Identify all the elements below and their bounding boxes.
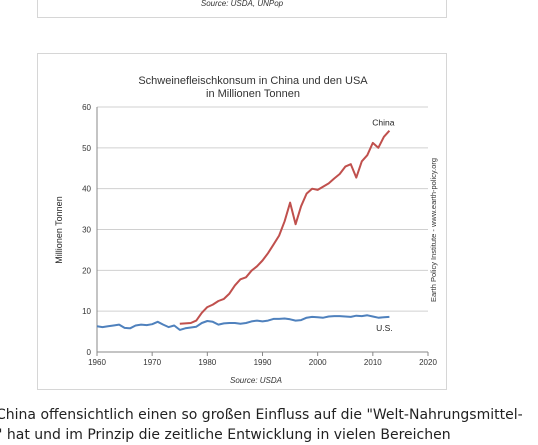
series-line-china [179, 130, 391, 325]
y-tick-label-50: 50 [82, 144, 91, 153]
series-label-u-s: U.S. [376, 323, 393, 333]
chart-source: Source: USDA [230, 376, 282, 385]
pork-consumption-chart: Schweinefleischkonsum in China und den U… [54, 75, 438, 385]
chart-subtitle: in Millionen Tonnen [206, 88, 300, 100]
y-tick-label-40: 40 [82, 185, 91, 194]
x-tick-label-1990: 1990 [254, 358, 272, 367]
x-tick-label-2020: 2020 [419, 358, 437, 367]
series-line-u-s [96, 314, 390, 331]
y-axis-label: Millionen Tonnen [54, 196, 64, 263]
plot-area: 0 10 20 30 40 50 60 1960 1970 1980 1990 2000 2010 202… [82, 103, 437, 367]
x-tick-label-1970: 1970 [143, 358, 161, 367]
body-text-line-2: " hat und im Prinzip die zeitliche Entwi… [0, 427, 451, 443]
x-tick-label-1960: 1960 [88, 358, 106, 367]
previous-chart-source: Source: USDA, UNPop [200, 0, 284, 8]
y-tick-label-10: 10 [82, 307, 91, 316]
body-text-line-1: China offensichtlich einen so großen Ein… [0, 407, 523, 423]
series-label-china: China [372, 118, 394, 128]
x-tick-label-1980: 1980 [198, 358, 216, 367]
y-tick-label-30: 30 [82, 226, 91, 235]
side-note: Earth Policy Institute - www.earth-polic… [429, 158, 438, 302]
y-tick-label-60: 60 [82, 103, 91, 112]
x-tick-label-2010: 2010 [364, 358, 382, 367]
previous-chart-card: Source: USDA, UNPop [37, 0, 447, 18]
y-tick-label-0: 0 [87, 348, 92, 357]
x-tick-label-2000: 2000 [309, 358, 327, 367]
y-tick-label-20: 20 [82, 266, 91, 275]
chart-card: Schweinefleischkonsum in China und den U… [37, 53, 447, 390]
chart-title: Schweinefleischkonsum in China und den U… [138, 75, 368, 87]
